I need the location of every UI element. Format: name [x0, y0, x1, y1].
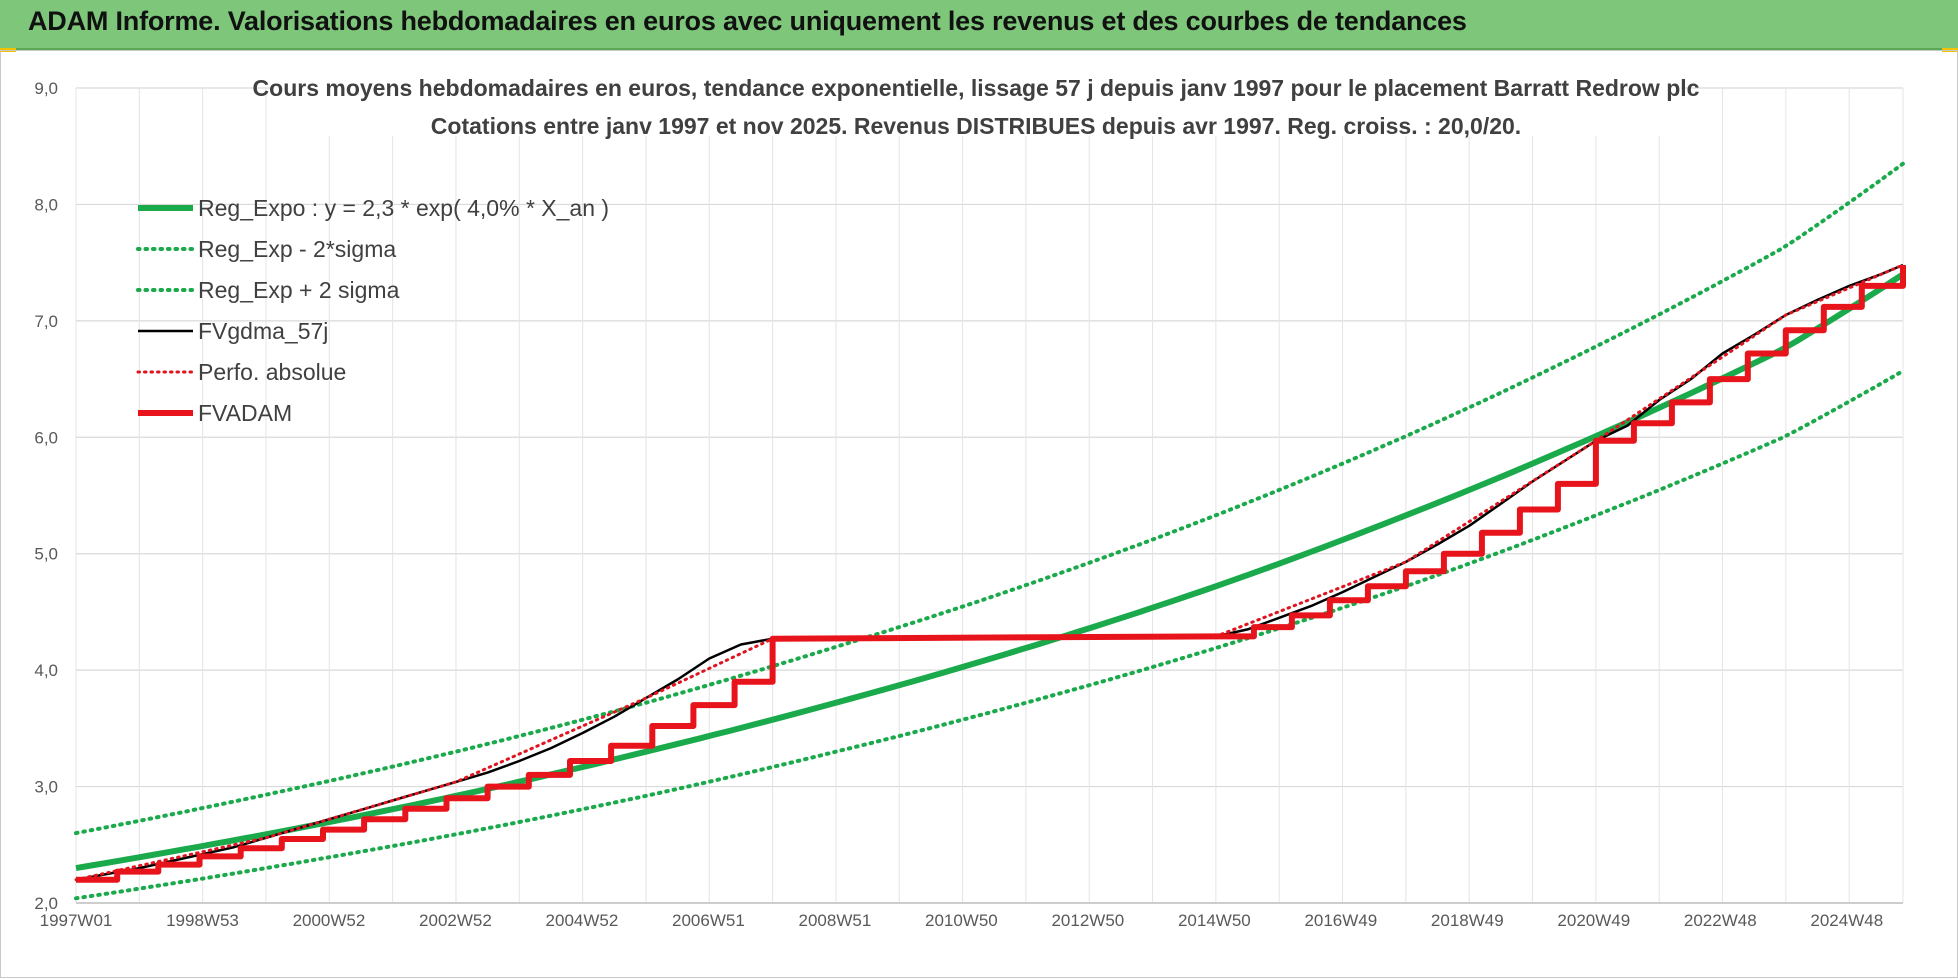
y-tick-label: 2,0	[34, 894, 58, 913]
legend-label: FVADAM	[198, 400, 292, 426]
x-tick-label: 2000W52	[293, 911, 366, 930]
x-tick-label: 2020W49	[1557, 911, 1630, 930]
legend-label: Perfo. absolue	[198, 359, 346, 385]
x-tick-label: 2012W50	[1051, 911, 1124, 930]
legend-label: Reg_Expo : y = 2,3 * exp( 4,0% * X_an )	[198, 195, 609, 221]
y-tick-label: 9,0	[34, 79, 58, 98]
banner-title: ADAM Informe. Valorisations hebdomadaire…	[28, 6, 1467, 36]
chart-subtitle: Cotations entre janv 1997 et nov 2025. R…	[431, 113, 1521, 139]
chart-title: Cours moyens hebdomadaires en euros, ten…	[253, 75, 1700, 101]
header-banner: ADAM Informe. Valorisations hebdomadaire…	[0, 0, 1958, 50]
y-tick-label: 3,0	[34, 778, 58, 797]
x-tick-label: 1997W01	[40, 911, 113, 930]
y-tick-label: 6,0	[34, 428, 58, 447]
x-tick-label: 2008W51	[799, 911, 872, 930]
y-tick-label: 4,0	[34, 661, 58, 680]
legend-label: Reg_Exp + 2 sigma	[198, 277, 400, 303]
y-tick-label: 5,0	[34, 545, 58, 564]
x-tick-label: 2024W48	[1810, 911, 1883, 930]
x-tick-label: 2002W52	[419, 911, 492, 930]
x-tick-label: 2006W51	[672, 911, 745, 930]
reg-expo-line	[75, 271, 1905, 872]
x-tick-label: 2018W49	[1431, 911, 1504, 930]
x-tick-label: 2016W49	[1304, 911, 1377, 930]
title-backdrop	[271, 60, 1681, 136]
perfo-absolue-line	[74, 263, 1905, 882]
axis-layer: 2,0 3,0 4,0 5,0 6,0 7,0 8,0 9,0 1997W01 1998W53 20…	[34, 79, 1903, 930]
legend-label: FVgdma_57j	[198, 318, 328, 344]
x-tick-label: 2014W50	[1178, 911, 1251, 930]
y-tick-label: 7,0	[34, 312, 58, 331]
y-tick-label: 8,0	[34, 195, 58, 214]
chart-frame: 2,0 3,0 4,0 5,0 6,0 7,0 8,0 9,0 1997W01 1998W53 20…	[0, 50, 1958, 978]
x-tick-label: 2022W48	[1684, 911, 1757, 930]
x-tick-label: 2004W52	[546, 911, 619, 930]
x-tick-label: 2010W50	[925, 911, 998, 930]
series-layer	[74, 161, 1906, 901]
x-tick-label: 1998W53	[166, 911, 239, 930]
fvgdma-57j-line	[75, 263, 1904, 881]
reg-exp-minus-2sigma-line	[74, 368, 1905, 901]
legend-label: Reg_Exp - 2*sigma	[198, 236, 396, 262]
chart-svg: 2,0 3,0 4,0 5,0 6,0 7,0 8,0 9,0 1997W01 1998W53 20…	[34, 60, 1906, 930]
reg-exp-plus-2sigma-line	[74, 161, 1905, 836]
chart-legend: Reg_Expo : y = 2,3 * exp( 4,0% * X_an ) R…	[136, 195, 609, 426]
fvadam-line	[76, 265, 1906, 883]
